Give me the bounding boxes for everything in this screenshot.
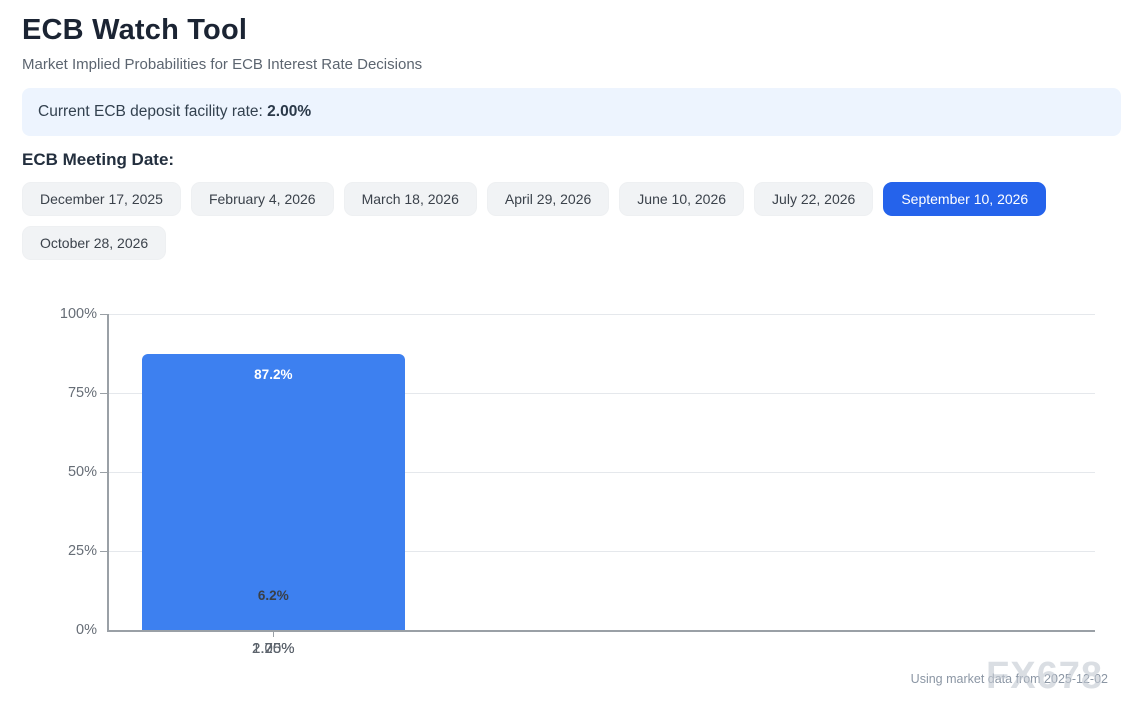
- gridline-100: [109, 314, 1095, 315]
- meeting-date-button-apr-29-2026[interactable]: April 29, 2026: [486, 182, 610, 216]
- meeting-date-list: December 17, 2025 February 4, 2026 March…: [22, 182, 1121, 260]
- y-axis-label-100: 100%: [59, 306, 97, 322]
- meeting-date-button-jun-10-2026[interactable]: June 10, 2026: [619, 182, 745, 216]
- meeting-date-button-oct-28-2026[interactable]: October 28, 2026: [22, 226, 167, 260]
- data-source-note: Using market data from 2025-12-02: [910, 672, 1108, 686]
- y-axis-label-75: 75%: [67, 385, 97, 401]
- y-axis-tick: [100, 314, 107, 315]
- meeting-date-button-sep-10-2026-selected[interactable]: September 10, 2026: [883, 182, 1047, 216]
- x-axis-label-1-75: 1.75%: [252, 640, 295, 657]
- gridline-25: [109, 551, 1095, 552]
- bar-value-label: 6.2%: [257, 588, 289, 604]
- page-title: ECB Watch Tool: [22, 14, 248, 46]
- current-rate-value: 2.00%: [267, 103, 312, 120]
- chart-plot-area: 100% 75% 50% 25% 0% 6.4% 1.75% 87.2% 2.0…: [60, 306, 1095, 657]
- page: ECB Watch Tool Market Implied Probabilit…: [22, 14, 1121, 697]
- gridline-75: [109, 393, 1095, 394]
- probability-bar-2-00[interactable]: 87.2%: [141, 354, 405, 630]
- probability-chart: 100% 75% 50% 25% 0% 6.4% 1.75% 87.2% 2.0…: [60, 306, 1095, 657]
- current-rate-label: Current ECB deposit facility rate:: [38, 103, 268, 120]
- y-axis-label-25: 25%: [67, 543, 97, 559]
- x-axis-label-2-25: 2.25%: [252, 640, 295, 657]
- meeting-date-button-mar-18-2026[interactable]: March 18, 2026: [343, 182, 477, 216]
- current-rate-banner: Current ECB deposit facility rate: 2.00%: [22, 88, 1121, 136]
- y-axis-tick: [100, 472, 107, 473]
- x-axis-label-2-00: 2.00%: [252, 640, 295, 657]
- meeting-date-button-dec-17-2025[interactable]: December 17, 2025: [22, 182, 181, 216]
- y-axis-label-0: 0%: [76, 622, 97, 638]
- bar-value-label: 87.2%: [254, 367, 293, 383]
- y-axis-label-50: 50%: [67, 464, 97, 480]
- probability-bar-2-25[interactable]: 6.2%: [141, 588, 405, 630]
- page-subtitle: Market Implied Probabilities for ECB Int…: [22, 56, 423, 73]
- x-axis-tick: [273, 630, 275, 637]
- bar-slot-2-25: 6.2% 2.25%: [109, 314, 438, 657]
- gridline-50: [109, 472, 1095, 473]
- y-axis-tick: [100, 551, 107, 552]
- meeting-date-heading: ECB Meeting Date:: [22, 150, 175, 169]
- y-axis-tick: [100, 393, 107, 394]
- meeting-date-button-jul-22-2026[interactable]: July 22, 2026: [754, 182, 874, 216]
- bar-slot-2-00: 87.2% 2.00%: [109, 314, 438, 657]
- footer: FX678 Using market data from 2025-12-02: [22, 655, 1121, 697]
- meeting-date-button-feb-4-2026[interactable]: February 4, 2026: [190, 182, 334, 216]
